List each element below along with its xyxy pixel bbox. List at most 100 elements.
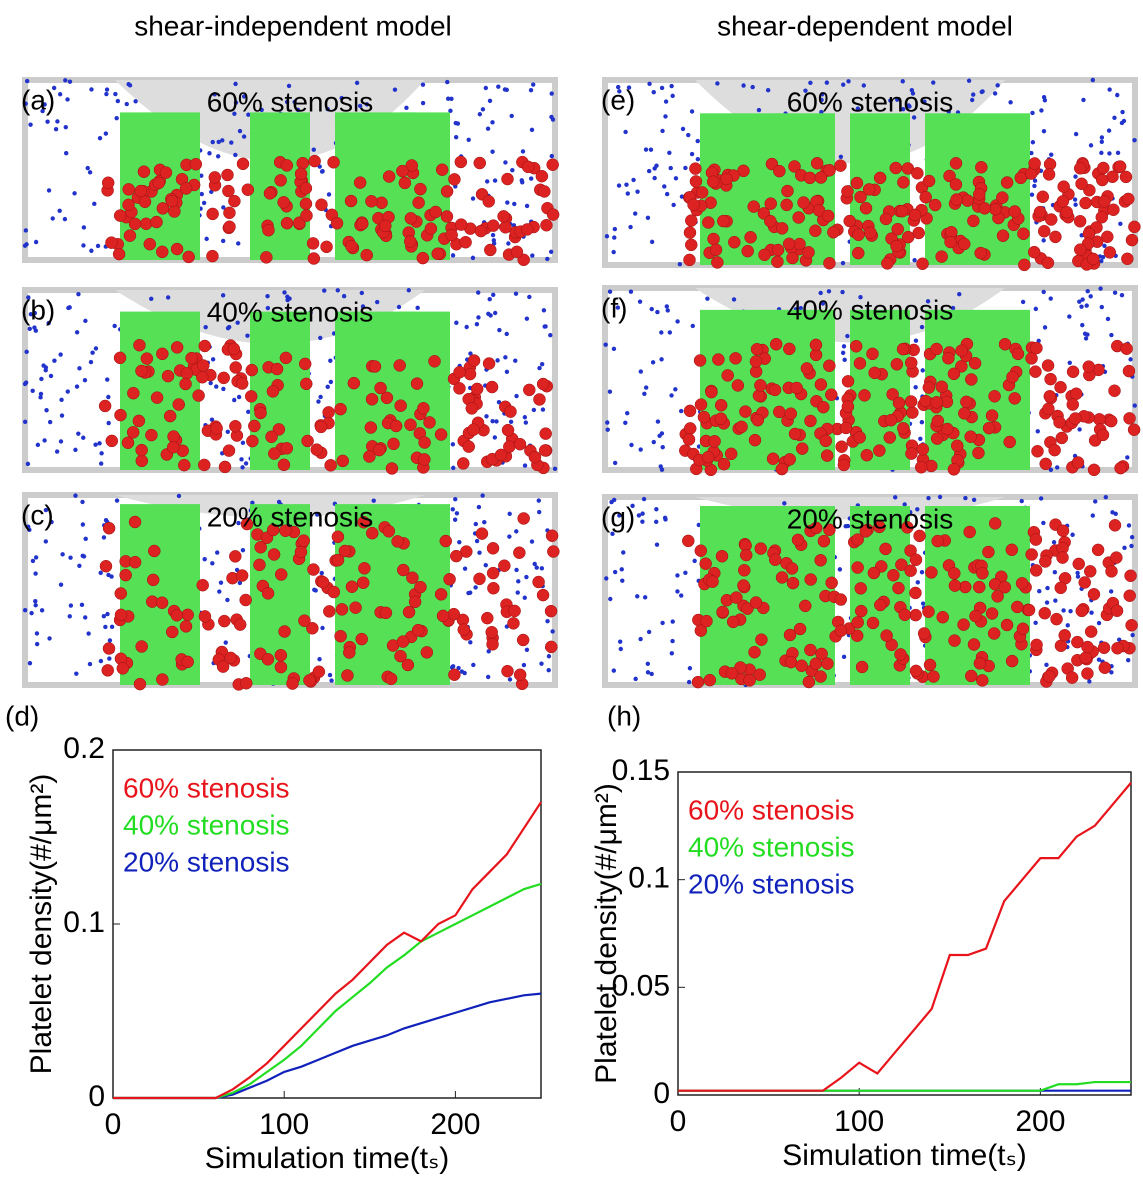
rbc: [101, 614, 107, 619]
rbc: [284, 99, 290, 105]
rbc: [328, 358, 333, 363]
rbc: [1048, 467, 1054, 472]
platelet: [1105, 565, 1118, 578]
platelet: [1031, 445, 1044, 458]
platelet: [809, 224, 822, 237]
platelet: [159, 166, 173, 179]
rbc: [98, 461, 104, 466]
rbc: [1103, 495, 1108, 500]
platelet: [1000, 618, 1014, 632]
rbc: [445, 96, 451, 101]
rbc: [318, 335, 323, 341]
rbc: [67, 305, 72, 310]
rbc: [63, 78, 68, 83]
platelet: [1122, 364, 1136, 378]
platelet: [486, 542, 500, 555]
legend-entry: 40% stenosis: [688, 831, 855, 862]
rbc: [477, 112, 483, 117]
rbc: [33, 571, 38, 576]
rbc: [819, 97, 824, 103]
platelet: [382, 170, 396, 183]
platelet: [299, 182, 313, 195]
rbc: [485, 674, 491, 680]
platelet: [233, 618, 247, 631]
platelet: [221, 168, 234, 182]
platelet: [792, 211, 805, 224]
platelet: [879, 542, 892, 556]
rbc: [650, 360, 656, 365]
platelet: [487, 581, 500, 595]
rbc: [654, 507, 659, 512]
platelet: [344, 194, 358, 208]
rbc: [615, 84, 621, 90]
platelet: [1069, 387, 1083, 401]
platelet: [804, 414, 817, 428]
platelet: [1071, 456, 1085, 469]
platelet: [246, 434, 259, 448]
platelet: [908, 208, 922, 222]
rbc: [42, 438, 47, 443]
rbc: [27, 527, 32, 533]
platelet: [343, 646, 356, 659]
platelet: [412, 196, 425, 209]
rbc: [90, 350, 95, 355]
rbc: [687, 666, 693, 671]
rbc: [900, 79, 905, 84]
rbc: [329, 678, 334, 683]
rbc: [93, 442, 98, 447]
rbc: [357, 103, 363, 109]
rbc: [204, 236, 209, 242]
rbc: [1090, 513, 1096, 518]
rbc: [782, 501, 787, 506]
platelet: [738, 564, 751, 577]
rbc: [1029, 150, 1034, 156]
rbc: [83, 536, 88, 542]
rbc: [326, 192, 332, 197]
rbc: [969, 97, 975, 103]
rbc: [53, 127, 59, 132]
rbc: [658, 464, 663, 469]
platelet: [280, 216, 294, 230]
platelet: [744, 231, 757, 244]
platelet: [301, 434, 314, 448]
platelet: [919, 190, 932, 204]
rbc: [199, 191, 204, 197]
rbc: [1048, 296, 1053, 301]
rbc: [106, 572, 111, 578]
platelet: [1033, 205, 1047, 219]
rbc: [657, 433, 662, 439]
platelet: [123, 229, 137, 242]
rbc: [81, 554, 87, 559]
platelet: [791, 533, 805, 547]
y-tick-label: 0: [88, 1080, 105, 1113]
rbc: [649, 671, 654, 677]
platelet: [944, 235, 957, 249]
rbc: [240, 465, 245, 470]
platelet: [851, 561, 864, 574]
platelet: [964, 430, 977, 443]
platelet: [1075, 604, 1089, 618]
rbc: [74, 384, 80, 389]
y-tick-label: 0: [653, 1077, 670, 1110]
rbc: [1061, 608, 1066, 613]
rbc: [523, 420, 529, 425]
platelet: [834, 593, 848, 606]
platelet: [693, 354, 707, 367]
platelet: [898, 608, 912, 622]
platelet: [453, 365, 466, 379]
rbc: [645, 215, 651, 221]
platelet: [113, 351, 127, 365]
rbc: [509, 113, 514, 119]
rbc: [468, 640, 473, 645]
platelet: [128, 515, 142, 529]
rbc: [33, 598, 38, 604]
rbc: [320, 625, 325, 631]
platelet: [1087, 463, 1101, 477]
platelet: [544, 604, 558, 618]
platelet: [702, 216, 715, 229]
platelet: [208, 171, 222, 184]
rbc: [74, 671, 79, 676]
platelet: [170, 609, 184, 622]
platelet: [431, 247, 444, 260]
platelet: [909, 608, 922, 622]
